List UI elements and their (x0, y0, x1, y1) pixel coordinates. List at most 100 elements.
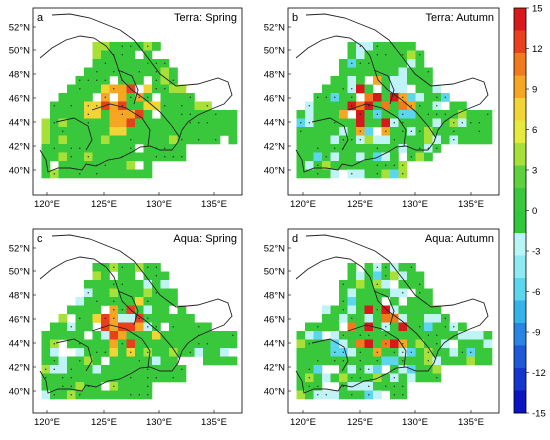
grid-cell (390, 356, 399, 366)
significance-dot (121, 266, 124, 268)
grid-cell (84, 305, 93, 315)
significance-dot (87, 113, 90, 116)
significance-dot (376, 164, 378, 166)
grid-cell (347, 67, 357, 77)
grid-cell (169, 297, 178, 306)
grid-cell (381, 288, 391, 298)
grid-cell (58, 322, 68, 332)
grid-cell (169, 101, 178, 111)
grid-cell (483, 118, 493, 128)
grid-cell (347, 365, 357, 374)
significance-dot (419, 54, 421, 56)
grid-cell (407, 331, 416, 340)
grid-cell (305, 144, 314, 153)
grid-cell (441, 127, 450, 136)
grid-cell (75, 297, 85, 306)
grid-cell (92, 110, 102, 119)
grid-cell (211, 348, 221, 357)
grid-cell (211, 339, 221, 349)
grid-cell (126, 331, 136, 340)
grid-cell (339, 314, 348, 323)
grid-cell (92, 144, 102, 153)
significance-dot (121, 79, 124, 82)
grid-cell (458, 110, 467, 119)
grid-cell (313, 339, 323, 349)
grid-cell (84, 280, 93, 289)
grid-cell (356, 305, 365, 315)
grid-cell (322, 322, 331, 332)
significance-dot (130, 394, 132, 396)
grid-cell (126, 288, 136, 298)
significance-dot (189, 113, 191, 116)
grid-cell (296, 161, 306, 170)
significance-dot (45, 377, 47, 379)
grid-cell (424, 127, 433, 136)
lat-label: 40°N (264, 166, 285, 177)
grid-cell (160, 280, 170, 289)
grid-cell (101, 110, 110, 119)
significance-dot (79, 79, 81, 82)
grid-cell (313, 365, 323, 374)
significance-dot (172, 326, 174, 328)
grid-cell (228, 339, 238, 349)
significance-dot (444, 96, 446, 99)
grid-cell (398, 84, 408, 94)
grid-cell (390, 339, 399, 349)
significance-dot (70, 105, 73, 107)
significance-dot (342, 334, 344, 336)
lat-label: 50°N (9, 46, 30, 57)
lon-label: 130°E (402, 199, 428, 210)
significance-dot (351, 105, 353, 107)
colorbar-swatch (514, 210, 526, 234)
grid-cell (313, 127, 323, 136)
grid-cell (92, 118, 102, 128)
grid-cell (296, 339, 306, 349)
significance-dot (444, 326, 446, 328)
grid-cell (296, 365, 306, 374)
lon-label: 135°E (458, 199, 484, 210)
grid-cell (415, 76, 425, 85)
grid-cell (118, 161, 127, 170)
grid-cell (58, 101, 68, 111)
grid-cell (160, 314, 170, 323)
significance-dot (138, 360, 140, 362)
grid-cell (84, 339, 93, 349)
significance-dot (385, 343, 387, 345)
grid-cell (41, 331, 51, 340)
grid-cell (143, 271, 153, 281)
significance-dot (436, 105, 438, 107)
grid-cell (381, 118, 391, 128)
grid-cell (415, 271, 425, 281)
grid-cell (186, 331, 195, 340)
grid-cell (347, 297, 357, 306)
grid-cell (339, 110, 348, 119)
grid-cell (356, 152, 365, 162)
grid-cell (381, 373, 391, 383)
grid-cell (118, 348, 127, 357)
grid-cell (203, 331, 212, 340)
significance-dot (53, 173, 55, 175)
grid-cell (75, 305, 85, 315)
grid-cell (296, 152, 306, 162)
grid-cell (390, 169, 399, 179)
grid-cell (75, 348, 85, 357)
significance-dot (70, 368, 73, 370)
grid-cell (169, 84, 178, 94)
significance-dot (164, 156, 166, 158)
grid-cell (92, 339, 102, 349)
significance-dot (334, 147, 336, 149)
grid-cell (364, 339, 374, 349)
significance-dot (147, 394, 149, 396)
grid-cell (390, 76, 399, 85)
significance-dot (478, 122, 480, 124)
grid-cell (432, 322, 442, 332)
grid-cell (356, 314, 365, 323)
grid-cell (228, 127, 238, 136)
lat-label: 46°N (264, 315, 285, 326)
colorbar-swatch (514, 53, 526, 76)
grid-cell (177, 84, 187, 94)
grid-cell (67, 127, 76, 136)
colorbar-tick-label: -9 (532, 328, 540, 339)
grid-cell (228, 356, 238, 366)
colorbar-swatch (514, 75, 526, 99)
